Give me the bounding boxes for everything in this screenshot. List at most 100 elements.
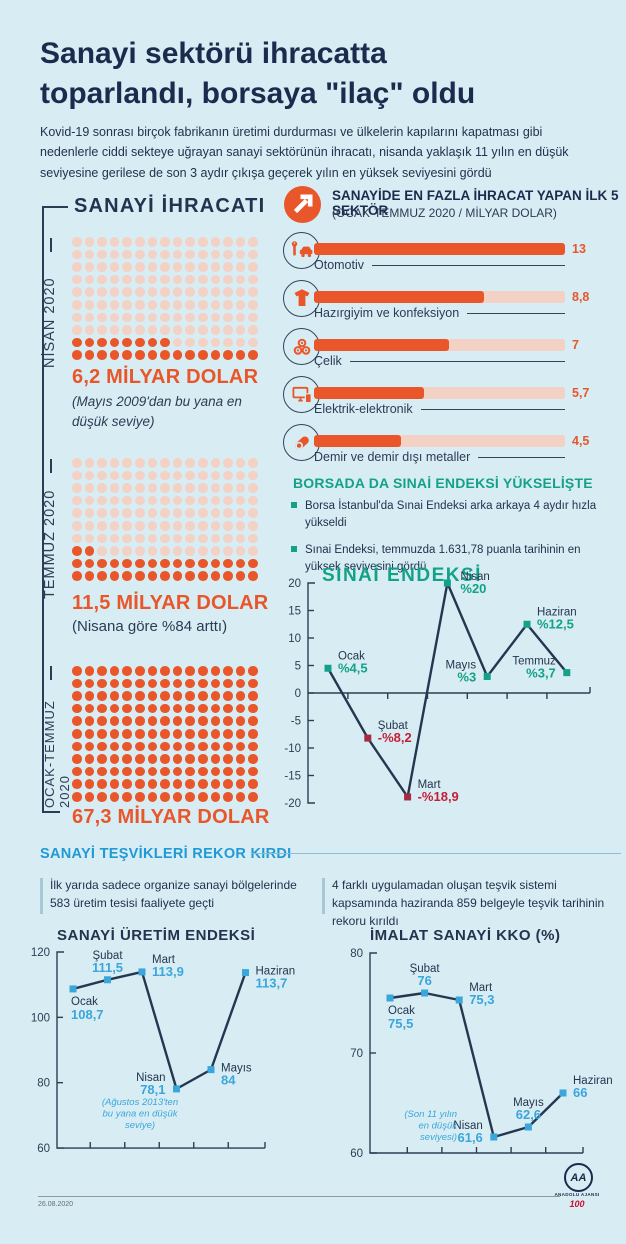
export-dot bbox=[197, 325, 208, 335]
export-dot bbox=[185, 754, 195, 764]
export-dot bbox=[97, 299, 107, 310]
export-dot bbox=[223, 691, 233, 701]
export-dot bbox=[122, 337, 132, 348]
export-dot bbox=[248, 312, 258, 323]
y-tick-label: -10 bbox=[284, 743, 301, 755]
export-dot bbox=[172, 508, 183, 518]
top5-title: SANAYİDE EN FAZLA İHRACAT YAPAN İLK 5 SE… bbox=[332, 188, 619, 218]
export-dot bbox=[84, 728, 95, 739]
export-dot bbox=[122, 678, 132, 689]
export-dot bbox=[248, 703, 258, 714]
export-dot bbox=[134, 741, 145, 752]
export-dot bbox=[197, 495, 208, 506]
export-dot bbox=[147, 666, 158, 676]
export-dot bbox=[147, 458, 158, 468]
export-dot bbox=[84, 458, 95, 468]
export-dot bbox=[122, 546, 132, 556]
export-dot bbox=[134, 483, 145, 493]
bar-value: 8,8 bbox=[572, 290, 590, 304]
export-dot bbox=[248, 508, 258, 518]
export-dot bbox=[210, 520, 221, 531]
export-dot bbox=[185, 779, 195, 789]
export-dot bbox=[72, 754, 82, 764]
series-line bbox=[72, 970, 247, 1091]
export-dot bbox=[72, 791, 82, 802]
metal-pipe-icon bbox=[294, 435, 309, 450]
export-dot bbox=[84, 558, 95, 569]
export-dot bbox=[223, 350, 233, 360]
data-point-marker bbox=[404, 793, 412, 801]
export-dot bbox=[210, 533, 221, 544]
export-dot bbox=[84, 678, 95, 689]
export-dot bbox=[72, 558, 82, 569]
export-dot bbox=[122, 533, 132, 544]
export-dot bbox=[84, 546, 95, 556]
export-dot bbox=[109, 754, 120, 764]
data-point-marker bbox=[421, 989, 429, 997]
export-dot bbox=[109, 520, 120, 531]
export-dot bbox=[109, 337, 120, 348]
data-point-marker bbox=[490, 1133, 498, 1141]
export-dot bbox=[172, 350, 183, 360]
sector-bar-row: 7 Çelik bbox=[283, 328, 626, 376]
month-label: Mayıs bbox=[221, 1063, 252, 1075]
export-dot bbox=[97, 287, 107, 297]
export-dot bbox=[248, 249, 258, 260]
export-dot bbox=[210, 754, 221, 764]
export-dot bbox=[248, 470, 258, 481]
export-dot bbox=[248, 458, 258, 468]
export-dot bbox=[160, 678, 170, 689]
export-dot bbox=[210, 337, 221, 348]
export-dot bbox=[97, 262, 107, 272]
export-dot bbox=[147, 312, 158, 323]
value-label: 111,5 bbox=[92, 960, 123, 975]
export-dot bbox=[172, 337, 183, 348]
period-label-dash bbox=[50, 666, 52, 680]
export-dot bbox=[97, 249, 107, 260]
export-dot bbox=[172, 741, 183, 752]
export-dot bbox=[122, 754, 132, 764]
export-dot bbox=[84, 312, 95, 323]
export-dot bbox=[185, 237, 195, 247]
sector-bar-row: 8,8 Hazırgiyim ve konfeksiyon bbox=[283, 280, 626, 328]
export-dot bbox=[235, 691, 246, 701]
export-dot bbox=[84, 779, 95, 789]
y-axis bbox=[56, 951, 64, 1149]
export-dot bbox=[72, 779, 82, 789]
borsa-bullet: Sınai Endeksi, temmuzda 1.631,78 puanla … bbox=[291, 542, 625, 575]
export-dot bbox=[160, 508, 170, 518]
export-dot bbox=[72, 520, 82, 531]
export-dot bbox=[147, 571, 158, 581]
bar-fill bbox=[314, 435, 401, 447]
label-rule bbox=[349, 360, 565, 362]
export-dot bbox=[134, 691, 145, 701]
export-dot bbox=[134, 678, 145, 689]
export-dot bbox=[160, 691, 170, 701]
export-dot bbox=[248, 237, 258, 247]
tesvik-title-rule bbox=[252, 853, 621, 854]
export-dot bbox=[223, 741, 233, 752]
export-dot bbox=[122, 458, 132, 468]
borsa-bullet-text: Borsa İstanbul'da Sınai Endeksi arka ark… bbox=[305, 500, 597, 529]
export-dot bbox=[197, 558, 208, 569]
bar-fill bbox=[314, 339, 450, 351]
export-dot bbox=[172, 274, 183, 285]
tesvik-note-divider bbox=[322, 878, 325, 914]
export-dot bbox=[122, 779, 132, 789]
month-label: Mart bbox=[152, 954, 176, 966]
export-dot bbox=[122, 766, 132, 777]
borsa-bullet-list: Borsa İstanbul'da Sınai Endeksi arka ark… bbox=[291, 498, 625, 587]
export-dot bbox=[172, 262, 183, 272]
export-dot bbox=[134, 791, 145, 802]
square-bullet-icon bbox=[291, 502, 297, 508]
export-dot bbox=[147, 691, 158, 701]
export-dot bbox=[172, 287, 183, 297]
export-dot bbox=[235, 325, 246, 335]
intro-paragraph: Kovid-19 sonrası birçok fabrikanın üreti… bbox=[40, 125, 569, 180]
data-point-marker bbox=[364, 734, 372, 742]
export-dot bbox=[109, 779, 120, 789]
export-dot bbox=[109, 274, 120, 285]
export-dot bbox=[223, 558, 233, 569]
export-dot bbox=[185, 350, 195, 360]
kko-chart-title: İMALAT SANAYİ KKO (%) bbox=[370, 927, 561, 944]
